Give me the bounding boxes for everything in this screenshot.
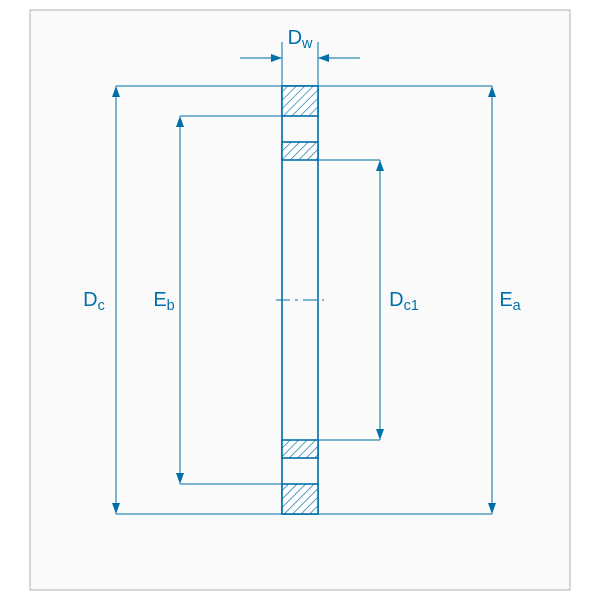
hatch-region-2 [282, 142, 318, 160]
hatch-region-0 [282, 86, 318, 116]
hatch-region-1 [282, 484, 318, 514]
bearing-diagram: DwDcEbDc1Ea [0, 0, 600, 600]
hatch-region-3 [282, 440, 318, 458]
